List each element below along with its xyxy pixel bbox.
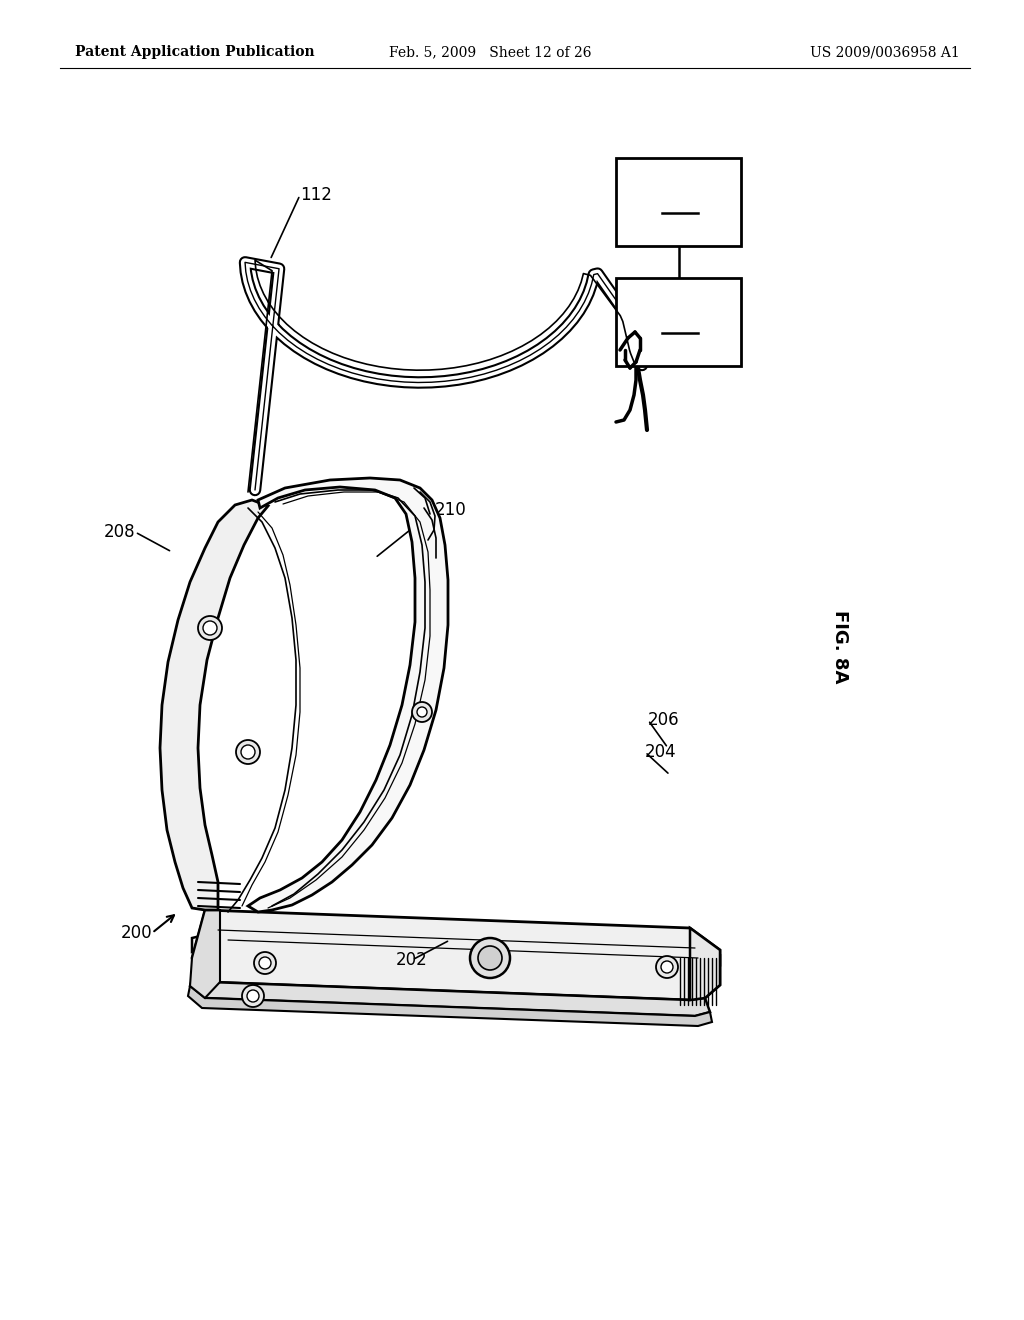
Text: 116: 116 bbox=[657, 191, 699, 213]
Text: 206: 206 bbox=[648, 711, 680, 729]
Bar bbox=[616, 158, 741, 246]
Circle shape bbox=[662, 961, 673, 973]
Text: 204: 204 bbox=[645, 743, 677, 762]
Text: US 2009/0036958 A1: US 2009/0036958 A1 bbox=[810, 45, 961, 59]
Text: 208: 208 bbox=[103, 523, 135, 541]
Polygon shape bbox=[193, 928, 720, 965]
Circle shape bbox=[254, 952, 276, 974]
Text: FIG. 8A: FIG. 8A bbox=[831, 610, 849, 684]
Circle shape bbox=[470, 939, 510, 978]
Polygon shape bbox=[248, 478, 449, 912]
Text: Feb. 5, 2009   Sheet 12 of 26: Feb. 5, 2009 Sheet 12 of 26 bbox=[389, 45, 591, 59]
Polygon shape bbox=[690, 928, 720, 1001]
Circle shape bbox=[198, 616, 222, 640]
Text: 114: 114 bbox=[657, 312, 699, 333]
Polygon shape bbox=[190, 909, 220, 998]
Circle shape bbox=[203, 620, 217, 635]
Polygon shape bbox=[160, 500, 268, 909]
Circle shape bbox=[242, 985, 264, 1007]
Circle shape bbox=[417, 708, 427, 717]
Polygon shape bbox=[193, 909, 720, 1001]
Circle shape bbox=[236, 741, 260, 764]
Text: Patent Application Publication: Patent Application Publication bbox=[75, 45, 314, 59]
Circle shape bbox=[247, 990, 259, 1002]
Polygon shape bbox=[190, 970, 710, 1016]
Text: 112: 112 bbox=[300, 186, 332, 205]
Text: 210: 210 bbox=[435, 502, 467, 519]
Text: 200: 200 bbox=[121, 924, 152, 942]
Polygon shape bbox=[188, 986, 712, 1026]
Circle shape bbox=[478, 946, 502, 970]
Circle shape bbox=[656, 956, 678, 978]
Circle shape bbox=[412, 702, 432, 722]
Bar bbox=[616, 279, 741, 366]
Text: 202: 202 bbox=[396, 950, 428, 969]
Circle shape bbox=[259, 957, 271, 969]
Circle shape bbox=[241, 744, 255, 759]
